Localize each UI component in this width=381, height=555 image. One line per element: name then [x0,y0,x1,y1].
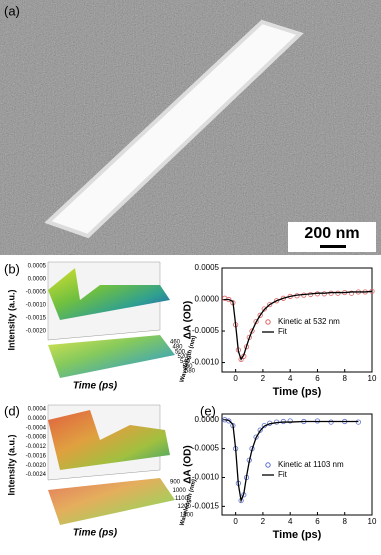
plot-frame [221,413,373,516]
legend-symbol [265,462,271,468]
z-tick-label: 0.0004 [28,407,47,413]
y-tick-label: 1300 [180,512,194,518]
z-axis-label: Intensity (a.u.) [6,289,16,350]
fit-line [224,419,359,503]
legend-label: Kinetic at 532 nm [278,317,340,326]
z-axis-label: Intensity (a.u.) [6,434,16,495]
x-tick-label: 10 [368,374,377,383]
x-tick-label: 4 [288,517,293,526]
z-tick-label: -0.0005 [26,290,47,296]
projection [48,335,175,378]
x-tick-label: 8 [343,517,348,526]
y-tick-label: 560 [183,364,194,370]
x-tick-label: 6 [315,374,320,383]
z-tick-label: -0.0012 [26,444,47,450]
y-tick-label: 900 [170,480,181,486]
y-tick-label: -0.0015 [192,501,220,510]
z-tick-label: -0.0010 [26,303,47,309]
panel-label: (e) [200,403,216,418]
surface-plot-d [47,404,175,525]
data-point [267,301,273,308]
y-tick-label: 0.0000 [195,415,220,424]
y-tick-label: 0.0000 [195,295,220,304]
y-tick-label: 460 [170,340,181,346]
y-tick-label: -0.0005 [192,444,220,453]
z-tick-label: 0.0005 [28,264,47,270]
y-tick-label: 1200 [178,504,192,510]
x-tick-label: 2 [261,517,266,526]
y-tick-label: 1100 [175,496,189,502]
z-tick-label: 0.0000 [28,416,47,422]
panel-label: (d) [4,403,20,418]
scale-bar-label: 200 nm [304,225,359,242]
y-axis-label: ΔA (OD) [183,301,194,339]
y-tick-label: -0.0010 [192,473,220,482]
nanorod [44,19,304,239]
y-tick-label: 540 [180,359,191,365]
data-point [238,356,244,362]
z-tick-label: 0.0000 [28,277,47,283]
data-point [249,328,255,334]
x-tick-label: 0 [233,374,238,383]
data-point [287,418,293,424]
y-tick-label: 480 [173,344,184,350]
y-tick-label: 500 [175,349,186,355]
y-axis-label: ΔA (OD) [183,445,194,483]
z-tick-label: -0.0020 [26,329,47,335]
x-axis-label: Time (ps) [273,529,322,541]
legend-label: Kinetic at 1103 nm [278,460,344,469]
data-point [273,298,280,304]
data-point [226,418,232,424]
plot-frame [221,267,373,373]
y-tick-label: 580 [185,369,196,375]
x-tick-label: 4 [288,374,293,383]
z-tick-label: -0.0020 [26,463,47,469]
y-tick-label: 0.0005 [195,263,220,272]
z-tick-label: -0.0015 [26,316,47,322]
x-tick-label: 10 [368,517,377,526]
fit-line [224,290,373,361]
surface [48,410,170,470]
y-tick-label: -0.0010 [192,358,220,367]
micrograph: 200 nm (a) [0,0,381,255]
surface-plot-b [47,261,175,378]
x-tick-label: 6 [315,517,320,526]
z-tick-label: -0.0008 [26,435,47,441]
z-tick-label: -0.0016 [26,453,47,459]
scale-bar [320,245,346,248]
legend-symbol [265,319,271,325]
data-point [257,312,263,318]
x-axis-label: Time (ps) [273,386,322,398]
legend-label: Fit [278,327,288,336]
x-tick-label: 0 [233,517,238,526]
y-tick-label: 520 [178,354,189,360]
y-tick-label: 1000 [173,488,187,494]
panel-label: (a) [4,3,20,18]
data-point [253,318,259,325]
data-point [348,290,355,296]
legend-label: Fit [278,470,288,479]
data-point [261,306,267,312]
x-axis-label: Time (ps) [73,381,118,392]
x-tick-label: 8 [343,374,348,383]
y-tick-label: -0.0005 [192,326,220,335]
surface [48,268,170,320]
panel-label: (b) [4,261,20,276]
x-tick-label: 2 [261,374,266,383]
z-tick-label: -0.0004 [26,425,47,431]
x-axis-label: Time (ps) [73,528,118,539]
z-tick-label: -0.0024 [26,472,47,478]
projection [48,478,175,525]
data-point [257,427,263,433]
